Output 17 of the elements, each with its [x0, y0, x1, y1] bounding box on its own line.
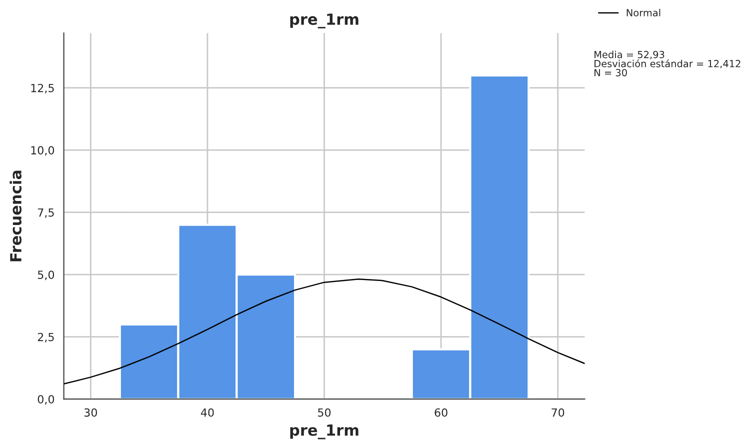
- x-tick-label: 40: [200, 408, 214, 417]
- y-tick-label: 12,5: [31, 84, 54, 94]
- y-tick-label: 10,0: [31, 146, 54, 156]
- line-series: [64, 278, 585, 385]
- x-tick-label: 70: [552, 408, 564, 417]
- y-axis-title: Frecuencia: [10, 170, 22, 262]
- y-tick-label: 5,0: [38, 270, 54, 280]
- x-tick-label: 30: [84, 408, 98, 417]
- x-tick-label: 50: [318, 408, 331, 417]
- legend-label: Normal: [626, 8, 660, 16]
- y-tick-label: 7,5: [38, 208, 54, 218]
- y-tick-label: 2,5: [38, 332, 54, 342]
- chart-title: pre_1rm: [290, 14, 358, 28]
- x-tick-label: 60: [434, 408, 448, 417]
- x-axis-title: pre_1rm: [290, 424, 358, 440]
- text: Media = 52,93 Desviación estándar = 12,412 N = 30: [594, 50, 740, 76]
- y-tick-label: 0,0: [38, 395, 54, 405]
